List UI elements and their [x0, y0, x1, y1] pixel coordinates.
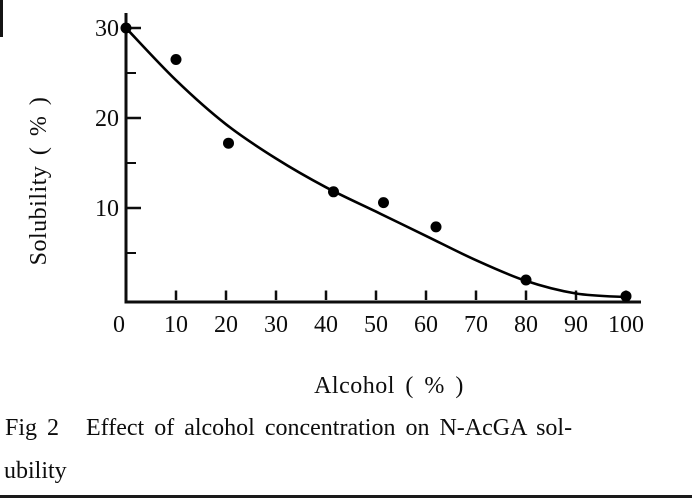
x-tick-label: 50 — [364, 312, 388, 338]
x-tick-label: 80 — [514, 312, 538, 338]
scan-artifact-line — [0, 0, 3, 37]
page-divider-rule — [0, 495, 692, 498]
x-tick-label: 0 — [113, 312, 125, 338]
data-point — [620, 290, 632, 302]
x-tick-label: 60 — [414, 312, 438, 338]
y-tick-label: 10 — [95, 196, 119, 222]
caption-text-line2: ubility — [4, 458, 67, 484]
plot-area: 0 10 20 30 40 50 60 70 80 90 100 10 20 30 — [95, 13, 644, 338]
x-tick-label: 30 — [264, 312, 288, 338]
data-point — [120, 22, 132, 34]
data-point — [430, 221, 442, 233]
x-axis-title: Alcohol ( % ) — [314, 373, 464, 399]
figure-caption: Fig 2 Effect of alcohol concentration on … — [5, 413, 687, 443]
data-point — [223, 137, 234, 149]
data-point — [520, 274, 532, 286]
x-tick-label: 90 — [564, 312, 588, 338]
caption-text-line1: Effect of alcohol concentration on N-AcG… — [86, 415, 573, 441]
x-tick-label: 100 — [608, 312, 644, 338]
y-tick-label: 30 — [95, 16, 119, 42]
solubility-chart: 0 10 20 30 40 50 60 70 80 90 100 10 20 30 Solubility … — [26, 13, 644, 399]
x-tick-label: 70 — [464, 312, 488, 338]
x-tick-label: 20 — [214, 312, 238, 338]
data-point — [170, 54, 182, 65]
y-tick-label: 20 — [95, 106, 119, 132]
y-axis-title: Solubility ( % ) — [26, 97, 52, 266]
data-point — [328, 186, 339, 198]
x-tick-label: 10 — [164, 312, 188, 338]
figure-number: Fig 2 — [5, 415, 60, 441]
fitted-curve — [125, 27, 627, 299]
data-point — [378, 197, 389, 209]
x-tick-label: 40 — [314, 312, 338, 338]
